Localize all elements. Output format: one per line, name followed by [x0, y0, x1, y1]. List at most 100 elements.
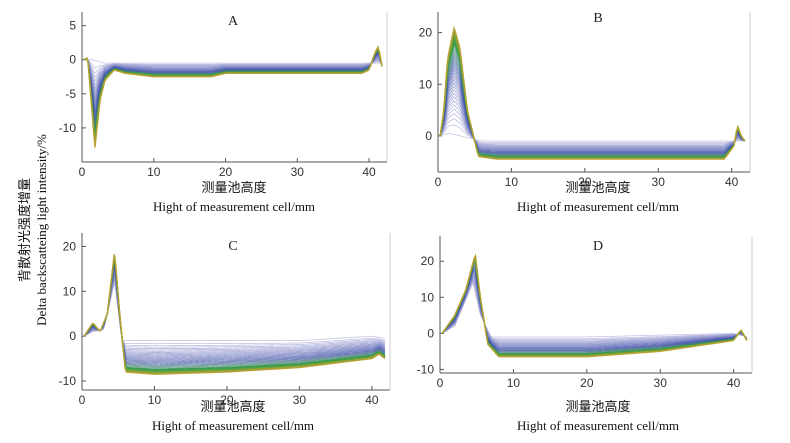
panel-b-scan-line: [439, 27, 746, 160]
panel-d-scan-line: [441, 253, 748, 358]
panel-a-x-tick-label: 30: [291, 165, 305, 179]
panel-c-scan-line: [83, 259, 386, 369]
panel-c-scan-line: [83, 265, 386, 362]
panel-b-scan-line: [439, 32, 746, 159]
panel-c-scan-line: [83, 274, 386, 352]
panel-d-scan-line: [441, 273, 748, 347]
panel-b-x-tick-label: 20: [578, 175, 592, 189]
panel-b-series-lines: [439, 25, 746, 160]
panel-b-scan-line: [439, 92, 746, 149]
panel-a-scan-line: [84, 50, 383, 125]
panel-b-scan-line: [439, 52, 746, 156]
panel-a-scan-line: [84, 59, 382, 64]
panel-b-x-tick-label: 40: [725, 175, 739, 189]
panel-a-title: A: [228, 14, 239, 29]
panel-a-scan-line: [84, 49, 383, 130]
panel-c-scan-line: [83, 253, 386, 375]
panel-c-x-tick-label: 0: [79, 393, 86, 407]
panel-b-scan-line: [439, 113, 745, 145]
panel-a-scan-line: [83, 45, 383, 146]
panel-b-scan-line: [439, 40, 746, 158]
panel-c-scan-line: [83, 264, 386, 364]
panel-c-scan-line: [83, 267, 386, 360]
panel-d-x-tick-label: 20: [580, 376, 594, 390]
panel-d-scan-line: [442, 281, 747, 340]
panel-d-scan-line: [441, 277, 748, 343]
panel-a-scan-line: [83, 46, 383, 140]
panel-b-scan-line: [439, 104, 745, 147]
panel-a-xlabel-cn: 测量池高度: [201, 180, 266, 196]
panel-b: B 0 10 20 30 40 20 10 0 测量池高度 Hight of measurem…: [419, 11, 751, 214]
panel-d-y-tick-label: 10: [421, 290, 435, 304]
panel-a-xlabel-en: Hight of measurement cell/mm: [153, 199, 315, 214]
panel-c-scan-line: [83, 260, 386, 368]
panel-a-scan-line: [84, 58, 383, 83]
panel-a-scan-line: [84, 51, 383, 118]
panel-c-scan-line: [83, 265, 386, 363]
panel-a-scan-line: [83, 47, 383, 136]
panel-a-scan-line: [84, 55, 383, 98]
panel-b-scan-line: [439, 85, 746, 150]
y-label-en: Delta backscatteing light intensity/%: [34, 134, 49, 326]
panel-d-scan-line: [442, 282, 747, 338]
panel-b-x-tick-label: 0: [435, 175, 442, 189]
panel-b-scan-line: [439, 30, 746, 159]
panel-d-scan-line: [441, 274, 748, 346]
panel-b-scan-line: [439, 55, 746, 155]
panel-c-y-tick-label: 10: [63, 284, 77, 298]
panel-c-x-tick-label: 10: [148, 393, 162, 407]
panel-a-y-tick-label: 5: [69, 19, 76, 33]
panel-b-x-tick-label: 10: [505, 175, 519, 189]
panel-a-x-tick-label: 40: [362, 165, 376, 179]
panel-a-y-tick-label: -5: [65, 87, 76, 101]
panel-c-x-tick-label: 20: [220, 393, 234, 407]
panel-a-scan-line: [84, 52, 383, 116]
panel-c-scan-line: [83, 273, 386, 353]
shared-y-label: 背散射光强度增量 Delta backscatteing light inten…: [17, 134, 49, 326]
panel-c-xlabel-en: Hight of measurement cell/mm: [152, 418, 314, 433]
panel-c-scan-line: [83, 278, 386, 348]
panel-b-scan-line: [439, 72, 746, 152]
panel-d-series-lines: [441, 253, 748, 358]
panel-d-y-tick-label: -10: [417, 362, 435, 376]
panel-b-title: B: [593, 11, 602, 26]
panel-a-scan-line: [84, 53, 383, 111]
panel-a-scan-line: [84, 59, 383, 69]
panel-a-scan-line: [84, 50, 383, 123]
panel-d-x-tick-label: 10: [507, 376, 521, 390]
panel-c-y-tick-label: -10: [59, 374, 77, 388]
panel-b-scan-line: [439, 46, 746, 157]
panel-c-scan-line: [83, 266, 386, 361]
panel-b-scan-line: [439, 96, 746, 148]
panel-b-y-tick-label: 0: [425, 129, 432, 143]
panel-b-scan-line: [439, 69, 746, 153]
panel-b-scan-line: [439, 63, 746, 154]
panel-c-title: C: [228, 239, 237, 254]
panel-b-scan-line: [439, 38, 746, 158]
panel-b-scan-line: [439, 82, 746, 151]
panel-d-xlabel-cn: 测量池高度: [565, 399, 630, 415]
y-label-cn: 背散射光强度增量: [17, 178, 32, 282]
panel-b-scan-line: [439, 49, 746, 156]
panel-a-scan-line: [83, 45, 383, 148]
panel-b-scan-line: [439, 88, 746, 149]
panel-b-scan-line: [439, 100, 746, 148]
panel-c-x-tick-label: 40: [365, 393, 379, 407]
panel-c-scan-line: [83, 269, 386, 358]
panel-a-scan-line: [84, 55, 383, 101]
panel-d-xlabel-en: Hight of measurement cell/mm: [517, 418, 679, 433]
panel-b-scan-line: [439, 118, 745, 145]
panel-d-title: D: [593, 239, 603, 254]
panel-a-y-tick-label: -10: [59, 121, 77, 135]
panel-b-xlabel-cn: 测量池高度: [565, 180, 630, 196]
panel-b-scan-line: [439, 75, 746, 152]
panel-c-scan-line: [83, 261, 386, 367]
panel-c-scan-line: [83, 276, 386, 350]
panel-a-scan-line: [84, 59, 383, 79]
panel-a-scan-line: [84, 59, 383, 74]
